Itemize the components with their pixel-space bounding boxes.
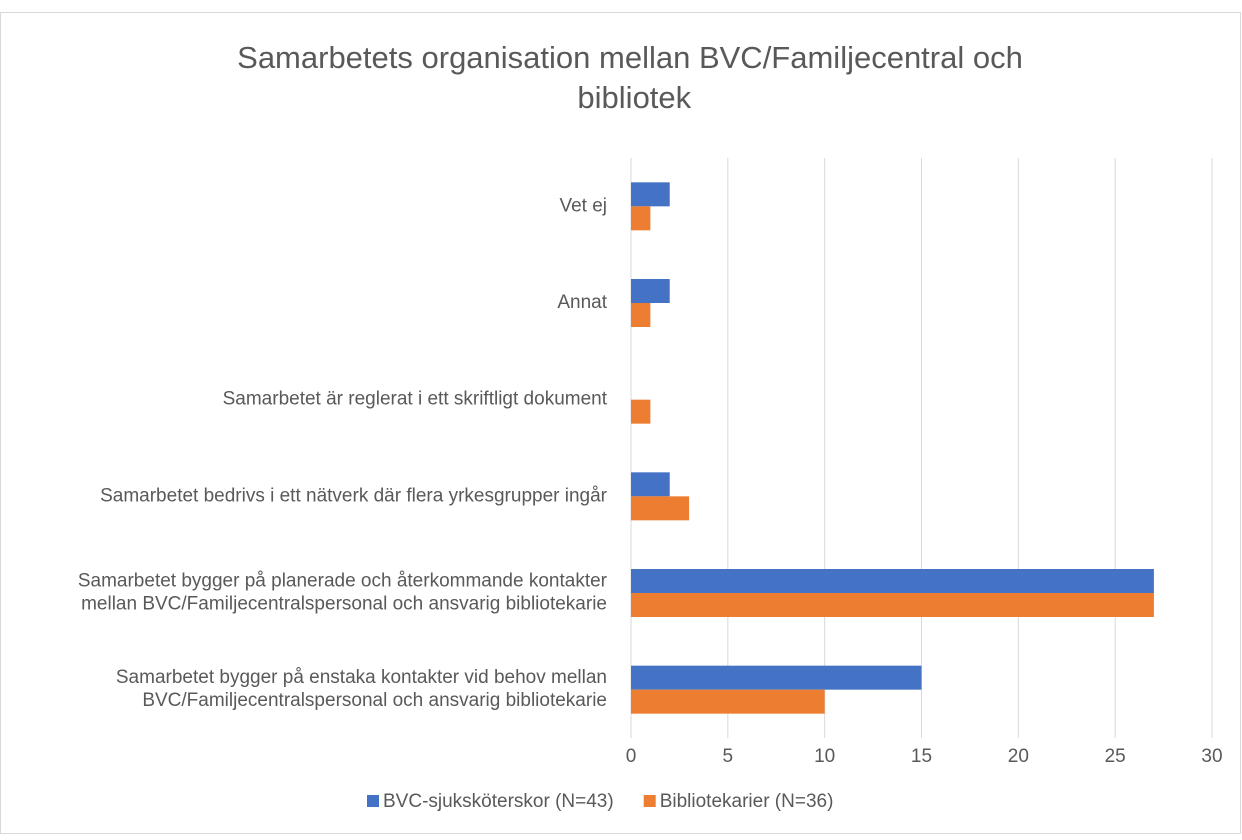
chart-border xyxy=(0,12,1241,834)
legend-label: Bibliotekarier (N=36) xyxy=(660,791,834,812)
bar xyxy=(631,279,670,303)
x-tick-label: 10 xyxy=(814,746,835,767)
bar xyxy=(631,569,1154,593)
x-tick-label: 20 xyxy=(1008,746,1029,767)
bar xyxy=(631,182,670,207)
x-tick-label: 30 xyxy=(1201,746,1222,767)
bar xyxy=(631,665,922,690)
bar xyxy=(631,496,690,521)
chart-title: Samarbetets organisation mellan BVC/Fami… xyxy=(237,40,1023,115)
legend-swatch xyxy=(643,795,656,807)
bar xyxy=(631,472,670,497)
y-tick-label: Samarbetet bygger på planerade och återk… xyxy=(76,571,608,615)
bar xyxy=(631,303,651,327)
bar xyxy=(631,689,825,714)
y-tick-label: Samarbetet bedrivs i ett nätverk där fle… xyxy=(100,485,608,506)
y-tick-label: Samarbetet är reglerat i ett skriftligt … xyxy=(223,389,608,410)
x-tick-label: 5 xyxy=(723,746,734,767)
y-tick-label: Annat xyxy=(557,292,607,313)
bar xyxy=(631,399,651,424)
y-tick-label: Samarbetet bygger på enstaka kontakter v… xyxy=(116,667,607,711)
y-tick-label: Vet ej xyxy=(559,195,607,216)
x-tick-label: 15 xyxy=(911,746,932,767)
bar xyxy=(631,593,1154,617)
x-tick-label: 25 xyxy=(1105,746,1126,767)
legend-swatch xyxy=(367,795,379,807)
bar xyxy=(631,206,651,231)
legend-label: BVC-sjuksköterskor (N=43) xyxy=(383,791,614,812)
x-tick-label: 0 xyxy=(626,746,637,767)
